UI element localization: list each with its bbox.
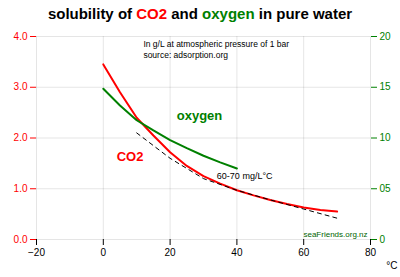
svg-text:40: 40 <box>231 247 243 258</box>
svg-text:CO2: CO2 <box>117 149 144 164</box>
svg-text:0.0: 0.0 <box>14 234 28 245</box>
svg-text:In g/L at atmospheric pressure: In g/L at atmospheric pressure of 1 bars… <box>143 39 289 60</box>
svg-text:60-70 mg/L°C: 60-70 mg/L°C <box>217 171 273 181</box>
svg-text:60: 60 <box>298 247 310 258</box>
svg-text:0: 0 <box>101 247 107 258</box>
svg-text:0: 0 <box>380 234 386 245</box>
svg-text:20: 20 <box>380 31 392 42</box>
svg-text:20: 20 <box>165 247 177 258</box>
svg-text:1.0: 1.0 <box>14 183 28 194</box>
svg-text:oxygen: oxygen <box>177 108 223 123</box>
html-text:solubility of CO2 and oxygen i: solubility of CO2 and oxygen in pure wat… <box>47 5 353 22</box>
svg-text:°C: °C <box>386 260 397 271</box>
svg-text:15: 15 <box>380 81 392 92</box>
svg-text:−20: −20 <box>28 247 45 258</box>
svg-text:3.0: 3.0 <box>14 81 28 92</box>
svg-text:4.0: 4.0 <box>14 31 28 42</box>
svg-text:05: 05 <box>380 183 392 194</box>
svg-text:2.0: 2.0 <box>14 132 28 143</box>
svg-text:80: 80 <box>365 247 377 258</box>
svg-text:10: 10 <box>380 132 392 143</box>
svg-text:seaFriends.org.nz: seaFriends.org.nz <box>303 230 367 239</box>
